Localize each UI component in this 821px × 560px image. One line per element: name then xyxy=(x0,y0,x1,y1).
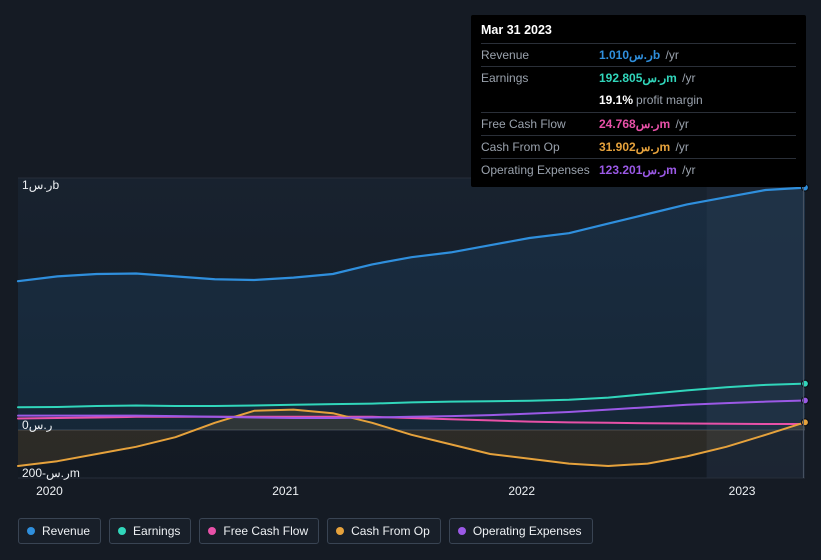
legend-item[interactable]: Free Cash Flow xyxy=(199,518,319,544)
x-axis-tick-label: 2020 xyxy=(36,484,63,498)
x-axis-tick-label: 2021 xyxy=(272,484,299,498)
legend-item-label: Cash From Op xyxy=(351,524,430,538)
tooltip-row-label: Free Cash Flow xyxy=(481,116,599,132)
tooltip-row-label: Revenue xyxy=(481,47,599,63)
tooltip-row: Earnings192.805ر.سm /yr xyxy=(481,66,796,89)
y-axis-tick-label: ر.س0 xyxy=(22,418,52,432)
tooltip-row: Cash From Op31.902ر.سm /yr xyxy=(481,135,796,158)
tooltip-row-label: Earnings xyxy=(481,70,599,86)
legend-dot-icon xyxy=(336,527,344,535)
legend-item[interactable]: Revenue xyxy=(18,518,101,544)
tooltip-row: Free Cash Flow24.768ر.سm /yr xyxy=(481,112,796,135)
tooltip-row-profit-margin: 19.1%profit margin xyxy=(481,89,796,111)
legend-item[interactable]: Operating Expenses xyxy=(449,518,593,544)
legend-item[interactable]: Cash From Op xyxy=(327,518,441,544)
tooltip-row: Operating Expenses123.201ر.سm /yr xyxy=(481,158,796,181)
legend-dot-icon xyxy=(118,527,126,535)
legend-item-label: Free Cash Flow xyxy=(223,524,308,538)
tooltip-row-label xyxy=(481,92,599,108)
legend-item[interactable]: Earnings xyxy=(109,518,191,544)
tooltip-row-label: Operating Expenses xyxy=(481,162,599,178)
y-axis-tick-label: ر.س1b xyxy=(22,178,59,192)
tooltip-row-value: 1.010ر.سb /yr xyxy=(599,47,796,63)
x-axis-tick-label: 2022 xyxy=(508,484,535,498)
legend-dot-icon xyxy=(27,527,35,535)
legend-item-label: Operating Expenses xyxy=(473,524,582,538)
legend-item-label: Earnings xyxy=(133,524,180,538)
tooltip-row-value: 24.768ر.سm /yr xyxy=(599,116,796,132)
tooltip-date: Mar 31 2023 xyxy=(481,23,796,43)
x-axis-tick-label: 2023 xyxy=(729,484,756,498)
tooltip-row: Revenue1.010ر.سb /yr xyxy=(481,43,796,66)
chart-legend: Revenue Earnings Free Cash Flow Cash From O… xyxy=(18,518,593,544)
chart-tooltip: Mar 31 2023 Revenue1.010ر.سb /yrEarnings… xyxy=(471,15,806,187)
tooltip-row-value: 192.805ر.سm /yr xyxy=(599,70,796,86)
financials-chart: ر.س1b ر.س0 ر.س-200m 2020 2021 2022 2023 Mar 3… xyxy=(0,0,821,560)
legend-item-label: Revenue xyxy=(42,524,90,538)
tooltip-row-value: 19.1%profit margin xyxy=(599,92,796,108)
legend-dot-icon xyxy=(208,527,216,535)
legend-dot-icon xyxy=(458,527,466,535)
tooltip-row-value: 123.201ر.سm /yr xyxy=(599,162,796,178)
tooltip-row-label: Cash From Op xyxy=(481,139,599,155)
y-axis-tick-label: ر.س-200m xyxy=(22,466,80,480)
tooltip-row-value: 31.902ر.سm /yr xyxy=(599,139,796,155)
